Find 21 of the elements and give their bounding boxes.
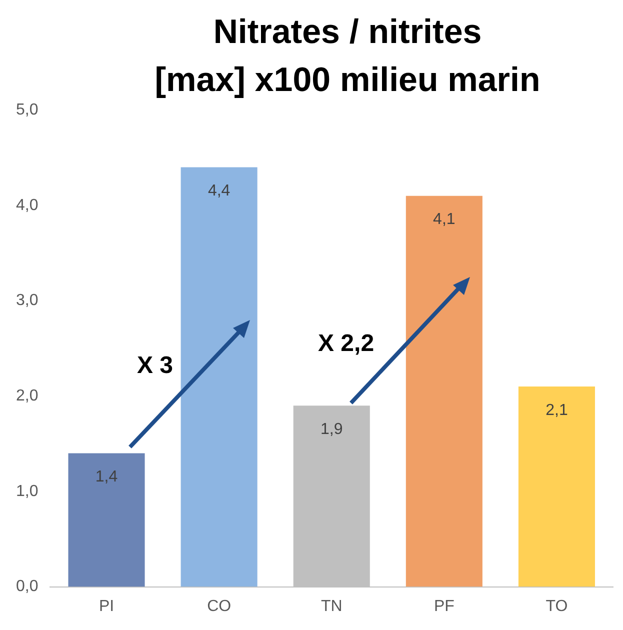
- bar: [518, 386, 595, 587]
- x-tick-label: TO: [546, 598, 568, 615]
- y-tick-label: 4,0: [16, 196, 38, 214]
- bar: [68, 453, 145, 587]
- x-tick-label: PI: [98, 598, 114, 615]
- y-tick-label: 5,0: [16, 101, 38, 118]
- annotation: X 2,2: [318, 330, 374, 358]
- y-tick-label: 2,0: [16, 387, 38, 404]
- x-tick-label: CO: [207, 598, 232, 615]
- x-tick-label: TN: [320, 598, 342, 615]
- data-label: 4,1: [433, 211, 456, 228]
- data-label: 1,4: [95, 468, 118, 486]
- data-label: 4,4: [208, 182, 230, 200]
- x-tick-label: PF: [434, 598, 455, 615]
- annotation: X 3: [137, 352, 174, 380]
- data-label: 1,9: [320, 421, 343, 438]
- y-tick-label: 3,0: [16, 292, 38, 310]
- data-label: 2,1: [546, 402, 568, 419]
- y-tick-label: 1,0: [16, 482, 38, 500]
- y-tick-label: 0,0: [16, 578, 38, 596]
- chart-title: Nitrates / nitrites [max] x100 milieu marin: [154, 13, 540, 99]
